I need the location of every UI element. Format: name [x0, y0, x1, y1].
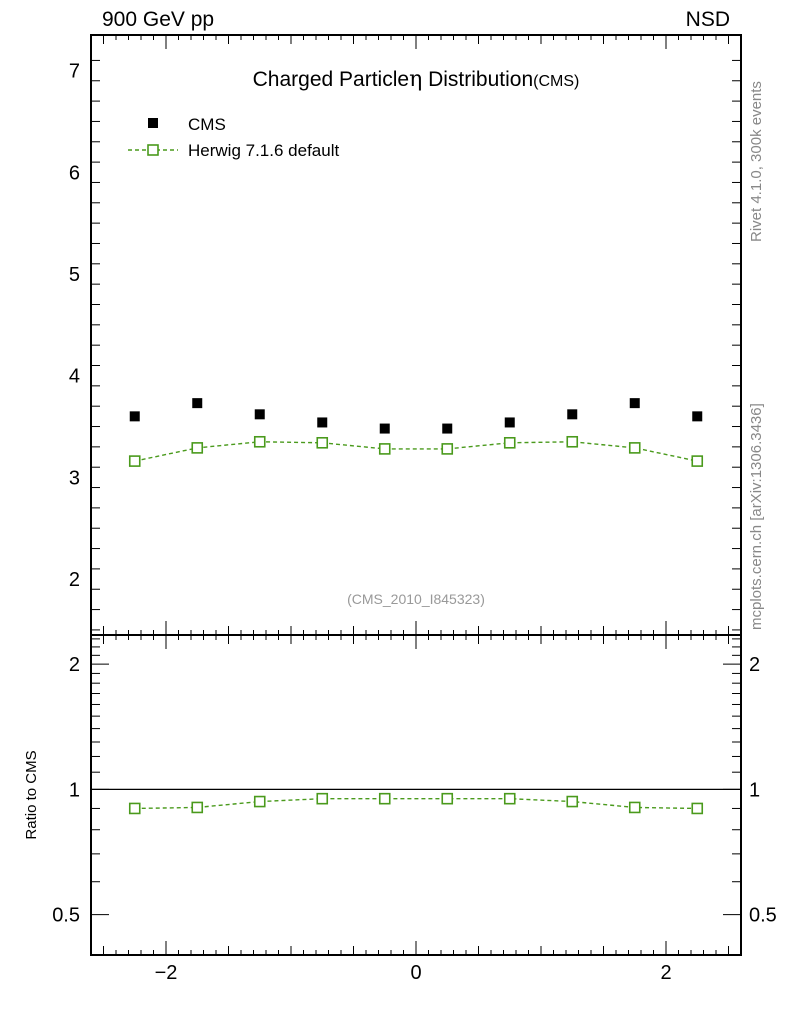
main-y-tick-label: 3 — [69, 467, 80, 489]
herwig-ratio-point — [691, 802, 704, 815]
legend-herwig-label: Herwig 7.1.6 default — [188, 141, 339, 160]
chart-title-small: (CMS) — [533, 73, 579, 90]
header-left-label: 900 GeV pp — [102, 8, 215, 31]
herwig-main-line — [134, 441, 698, 462]
ratio-y-tick-labels: 0.5 0.5 1 1 2 2 — [52, 654, 777, 927]
cms-point — [629, 398, 640, 409]
herwig-ratio-point — [566, 795, 579, 808]
analysis-tag: (CMS_2010_I845323) — [347, 591, 485, 607]
legend-herwig-marker — [147, 144, 159, 156]
main-y-tick-label: 6 — [69, 162, 80, 184]
legend-cms-label: CMS — [188, 115, 226, 134]
header-right-label: NSD — [685, 8, 730, 31]
ratio-y-tick-label-left: 0.5 — [52, 905, 80, 927]
mcplots-label: mcplots.cern.ch [arXiv:1306.3436] — [748, 403, 765, 630]
cms-point — [504, 417, 515, 428]
herwig-point — [378, 443, 391, 455]
herwig-point — [628, 442, 641, 454]
herwig-point — [253, 435, 266, 448]
main-y-tick-label: 5 — [69, 264, 80, 286]
ratio-panel-ticks — [91, 635, 741, 956]
ratio-panel-frame — [90, 634, 742, 956]
herwig-ratio-point — [441, 792, 454, 805]
chart-title-symbol: η — [409, 67, 422, 92]
main-y-tick-label: 4 — [69, 366, 80, 388]
legend: CMS Herwig 7.1.6 default — [128, 115, 339, 160]
ratio-y-tick-label-right: 1 — [749, 779, 760, 801]
herwig-point — [316, 436, 329, 449]
herwig-ratio-point — [128, 802, 141, 815]
x-tick-label: −2 — [155, 962, 178, 984]
legend-cms-marker — [148, 118, 158, 128]
cms-point — [692, 411, 703, 422]
main-y-tick-label: 2 — [69, 569, 80, 591]
ratio-y-tick-label-right: 2 — [749, 654, 760, 676]
herwig-point — [503, 436, 516, 449]
cms-point — [317, 417, 328, 428]
cms-point — [567, 409, 578, 420]
rivet-label: Rivet 4.1.0, 300k events — [748, 81, 765, 242]
herwig-point — [191, 442, 204, 454]
x-tick-label: 2 — [660, 962, 671, 984]
cms-point — [192, 398, 203, 409]
chart-title: Charged Particleη Distribution(CMS) — [253, 67, 580, 92]
herwig-ratio-point — [628, 801, 641, 814]
x-tick-label: 0 — [410, 962, 421, 984]
cms-point — [129, 411, 140, 422]
main-y-tick-labels: 2 3 4 5 6 7 — [69, 61, 80, 591]
ratio-y-tick-label-left: 2 — [69, 654, 80, 676]
x-tick-labels: −2 0 2 — [155, 962, 672, 984]
herwig-point — [128, 455, 141, 467]
chart-title-main: Charged Particle — [253, 68, 409, 91]
ratio-y-tick-label-right: 0.5 — [749, 905, 777, 927]
herwig-point — [691, 455, 704, 467]
herwig-ratio-line — [134, 797, 698, 810]
herwig-ratio-point — [316, 792, 329, 805]
chart-title-rest: Distribution — [422, 68, 533, 91]
herwig-point — [441, 443, 454, 455]
herwig-ratio-point — [503, 792, 516, 805]
series-layer — [128, 398, 704, 815]
cms-point — [442, 423, 453, 434]
cms-point — [254, 409, 265, 420]
ratio-y-tick-label-left: 1 — [69, 779, 80, 801]
herwig-ratio-point — [253, 795, 266, 808]
herwig-ratio-point — [191, 801, 204, 814]
cms-point — [379, 423, 390, 434]
herwig-point — [566, 435, 579, 448]
herwig-ratio-point — [378, 792, 391, 805]
ratio-y-axis-label: Ratio to CMS — [23, 750, 40, 839]
main-y-tick-label: 7 — [69, 61, 80, 83]
